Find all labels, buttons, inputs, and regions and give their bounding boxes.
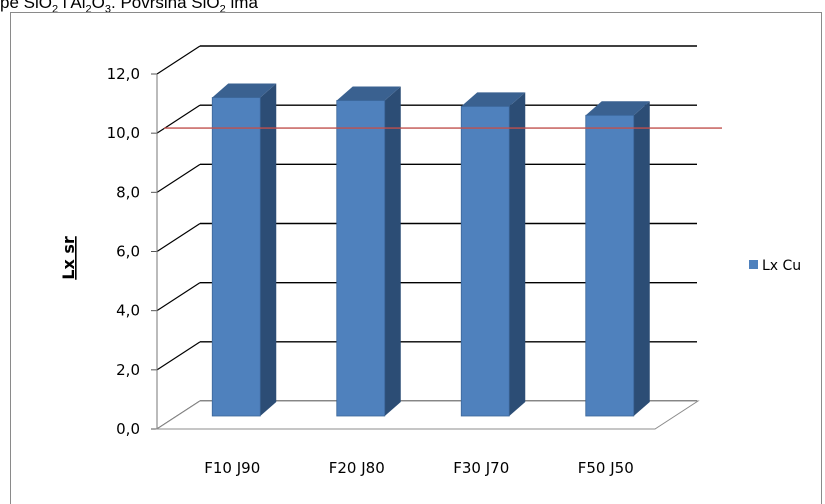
bar [460, 92, 526, 417]
bar-top [336, 86, 401, 101]
bar-front [336, 100, 386, 417]
bar-top [212, 83, 277, 98]
gridline-diagonal [156, 104, 201, 134]
bar-top [461, 92, 526, 107]
y-tick-label: 10,0 [107, 124, 140, 142]
bar-front [460, 106, 510, 417]
gridline-diagonal [156, 282, 201, 312]
bar [585, 101, 650, 417]
y-tick-label: 4,0 [116, 302, 140, 320]
header-text: pe SiO2 i Al2O3. Površina SiO2 ima [0, 0, 258, 16]
bar [336, 86, 401, 417]
x-tick-label: F10 J90 [204, 459, 260, 477]
chart-frame [10, 12, 822, 504]
gridline-diagonal [156, 222, 201, 253]
y-tick-label: 12,0 [107, 65, 140, 83]
x-tick-label: F30 J70 [453, 459, 509, 477]
y-tick-label: 0,0 [116, 420, 140, 438]
gridline-diagonal [156, 163, 201, 193]
gridline-diagonal [156, 341, 201, 371]
labels-layer: F10 J90 F20 J80 F30 J70 F50 J50 0,0 2,0 4,0 6,0… [107, 65, 634, 477]
bar-top [585, 101, 650, 116]
bar-side [384, 86, 401, 416]
legend-swatch [749, 260, 758, 269]
bar-front [211, 97, 261, 417]
y-tick-label: 2,0 [116, 361, 140, 379]
bar-side [260, 83, 277, 417]
gridline-diagonal [156, 45, 201, 75]
y-axis-title: Lx sr [59, 236, 78, 280]
x-tick-label: F50 J50 [578, 459, 634, 477]
bars-layer [211, 83, 650, 417]
bar [211, 83, 277, 417]
bar-side [509, 92, 526, 417]
legend-label: Lx Cu [762, 258, 801, 274]
bar-side [633, 101, 650, 417]
y-tick-label: 6,0 [116, 243, 140, 261]
bar-front [585, 114, 635, 417]
y-tick-label: 8,0 [116, 183, 140, 201]
x-tick-label: F20 J80 [329, 459, 385, 477]
